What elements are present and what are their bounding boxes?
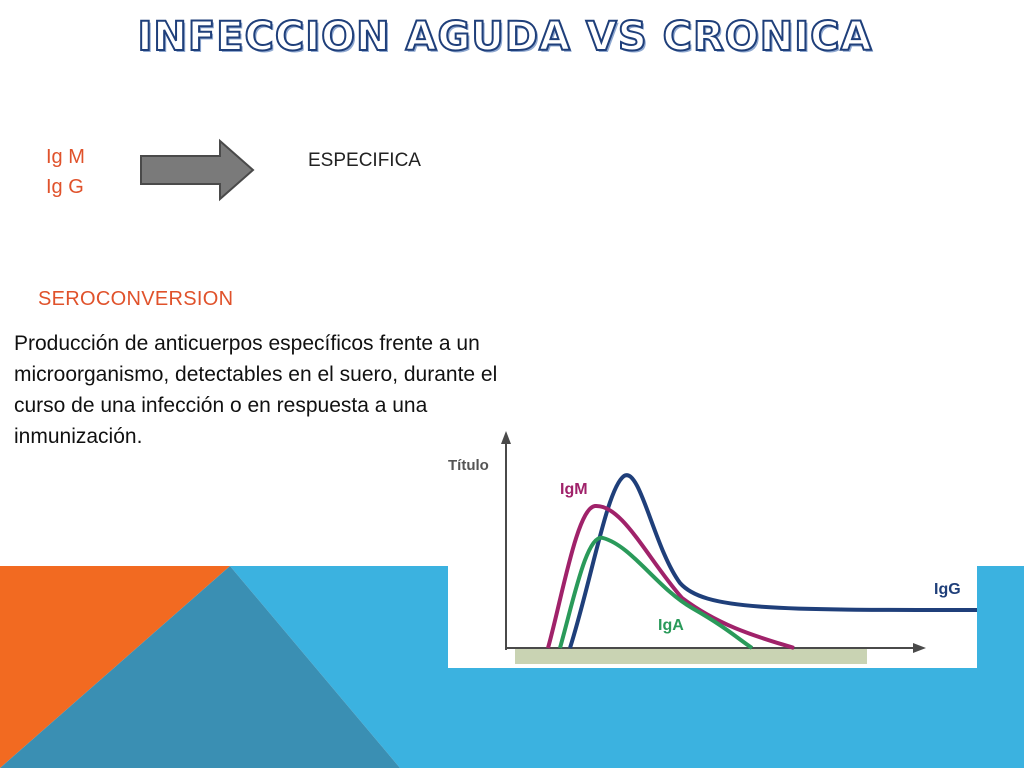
chart-baseline-bar xyxy=(515,648,867,664)
y-axis-label: Título xyxy=(448,457,489,474)
especifica-label: ESPECIFICA xyxy=(308,150,421,171)
slide-title: INFECCION AGUDA VS CRONICA xyxy=(137,13,873,61)
igg-series-label: IgG xyxy=(934,581,961,598)
section-heading: SEROCONVERSION xyxy=(38,288,234,310)
immunoglobulin-list: Ig M Ig G xyxy=(46,142,85,202)
iga-series-label: IgA xyxy=(658,617,684,634)
y-axis-arrowhead xyxy=(501,431,511,444)
definition-text: Producción de anticuerpos específicos fr… xyxy=(14,332,498,448)
right-arrow-icon xyxy=(140,138,255,202)
igm-series-line xyxy=(546,503,795,650)
x-axis-arrowhead xyxy=(913,643,926,653)
chart-background xyxy=(448,428,977,668)
antibody-titer-chart: Título IgM IgG IgA xyxy=(448,428,977,668)
immunoglobulin-igg: Ig G xyxy=(46,176,84,198)
igg-series-line xyxy=(568,473,977,649)
igm-series-label: IgM xyxy=(560,481,588,498)
iga-series-line xyxy=(558,535,754,650)
background-dark-blue-triangle xyxy=(0,566,400,768)
immunoglobulin-igm: Ig M xyxy=(46,146,85,168)
